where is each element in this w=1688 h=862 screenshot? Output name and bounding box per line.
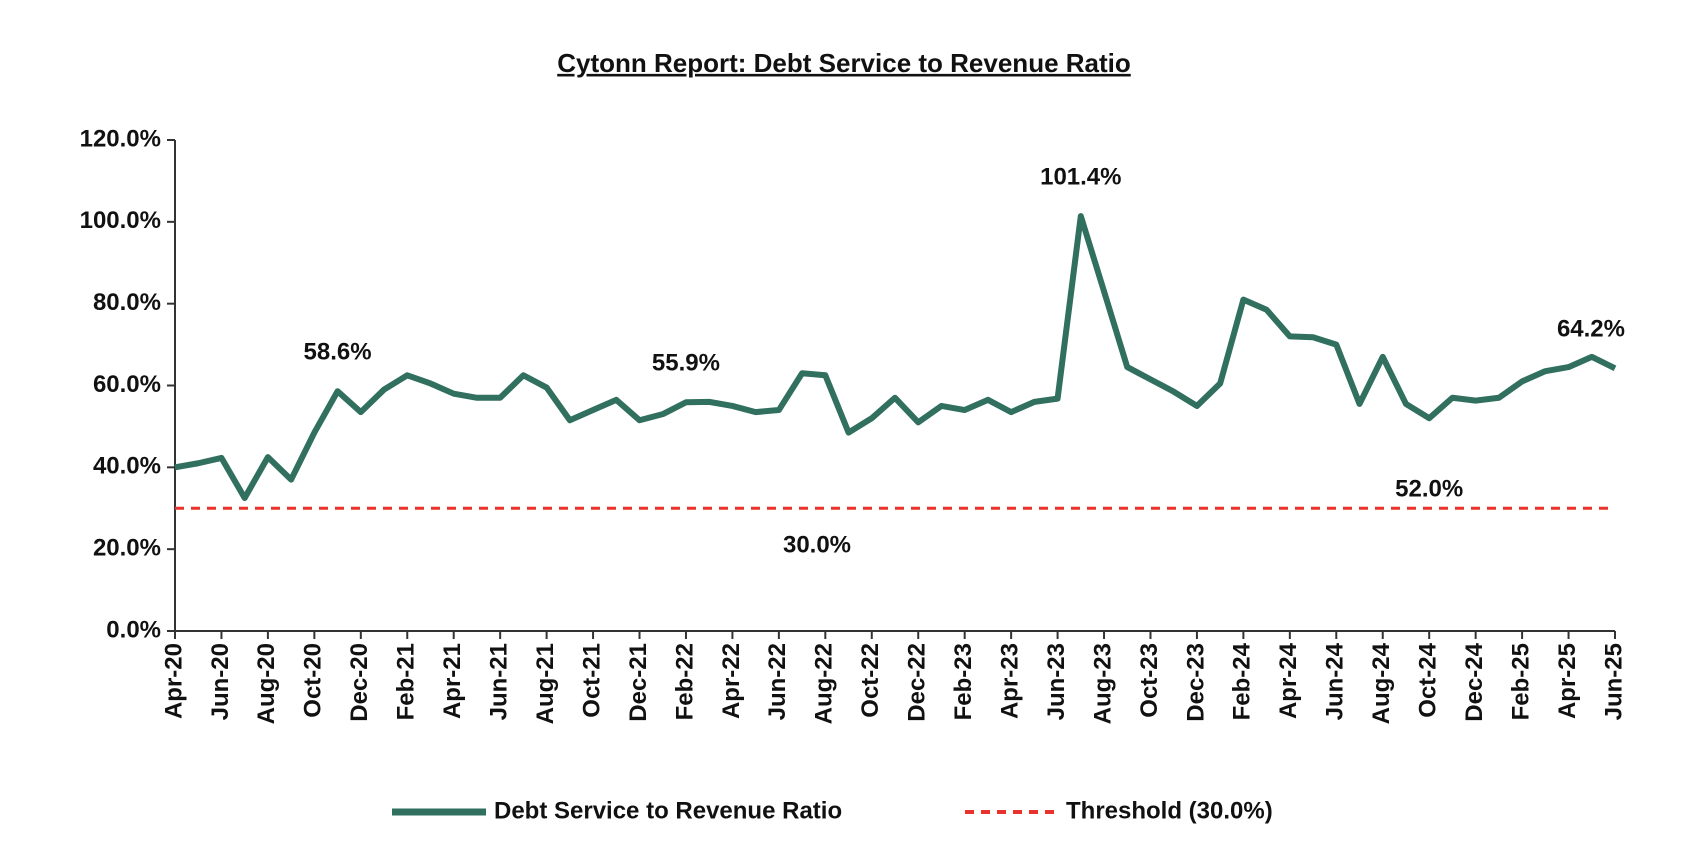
- y-tick-label: 20.0%: [93, 535, 161, 562]
- x-tick-label: Dec-21: [625, 643, 652, 722]
- y-tick-label: 40.0%: [93, 453, 161, 480]
- x-tick-label: Feb-22: [671, 643, 698, 720]
- legend-label: Threshold (30.0%): [1066, 797, 1273, 824]
- x-tick-label: Jun-24: [1322, 642, 1349, 720]
- x-tick-label: Dec-23: [1182, 643, 1209, 722]
- data-label: 55.9%: [652, 350, 720, 377]
- chart-title: Cytonn Report: Debt Service to Revenue R…: [557, 48, 1131, 78]
- data-label: 58.6%: [304, 339, 372, 366]
- x-tick-label: Oct-23: [1136, 643, 1163, 718]
- data-label: 101.4%: [1040, 163, 1121, 190]
- x-tick-label: Oct-21: [578, 643, 605, 718]
- x-tick-label: Apr-20: [160, 643, 187, 719]
- legend-label: Debt Service to Revenue Ratio: [494, 797, 842, 824]
- x-tick-label: Oct-24: [1415, 642, 1442, 717]
- threshold-label: 30.0%: [783, 532, 851, 559]
- x-tick-label: Feb-24: [1229, 642, 1256, 720]
- x-tick-label: Aug-23: [1089, 643, 1116, 724]
- data-label: 52.0%: [1395, 476, 1463, 503]
- x-tick-label: Apr-25: [1554, 643, 1581, 719]
- x-tick-label: Dec-22: [904, 643, 931, 722]
- x-tick-label: Aug-21: [532, 643, 559, 724]
- y-tick-label: 120.0%: [80, 125, 161, 152]
- y-tick-label: 60.0%: [93, 371, 161, 398]
- x-tick-label: Jun-22: [764, 643, 791, 720]
- x-tick-label: Aug-24: [1368, 642, 1395, 724]
- x-tick-label: Jun-25: [1600, 643, 1627, 720]
- x-tick-label: Feb-21: [393, 643, 420, 720]
- x-tick-label: Dec-20: [346, 643, 373, 722]
- x-tick-label: Apr-22: [718, 643, 745, 719]
- y-tick-label: 100.0%: [80, 207, 161, 234]
- y-tick-label: 80.0%: [93, 289, 161, 316]
- x-tick-label: Aug-22: [811, 643, 838, 724]
- x-tick-label: Aug-20: [253, 643, 280, 724]
- y-tick-label: 0.0%: [106, 616, 161, 643]
- x-tick-label: Feb-23: [950, 643, 977, 720]
- x-tick-label: Oct-20: [300, 643, 327, 718]
- x-tick-label: Jun-21: [486, 643, 513, 720]
- x-tick-label: Apr-23: [996, 643, 1023, 719]
- x-tick-label: Apr-21: [439, 643, 466, 719]
- series-line: [174, 213, 1617, 502]
- x-tick-label: Apr-24: [1275, 642, 1302, 719]
- x-tick-label: Dec-24: [1461, 642, 1488, 721]
- data-label: 64.2%: [1557, 316, 1625, 343]
- x-tick-label: Feb-25: [1507, 643, 1534, 720]
- x-tick-label: Oct-22: [857, 643, 884, 718]
- x-tick-label: Jun-20: [207, 643, 234, 720]
- x-tick-label: Jun-23: [1043, 643, 1070, 720]
